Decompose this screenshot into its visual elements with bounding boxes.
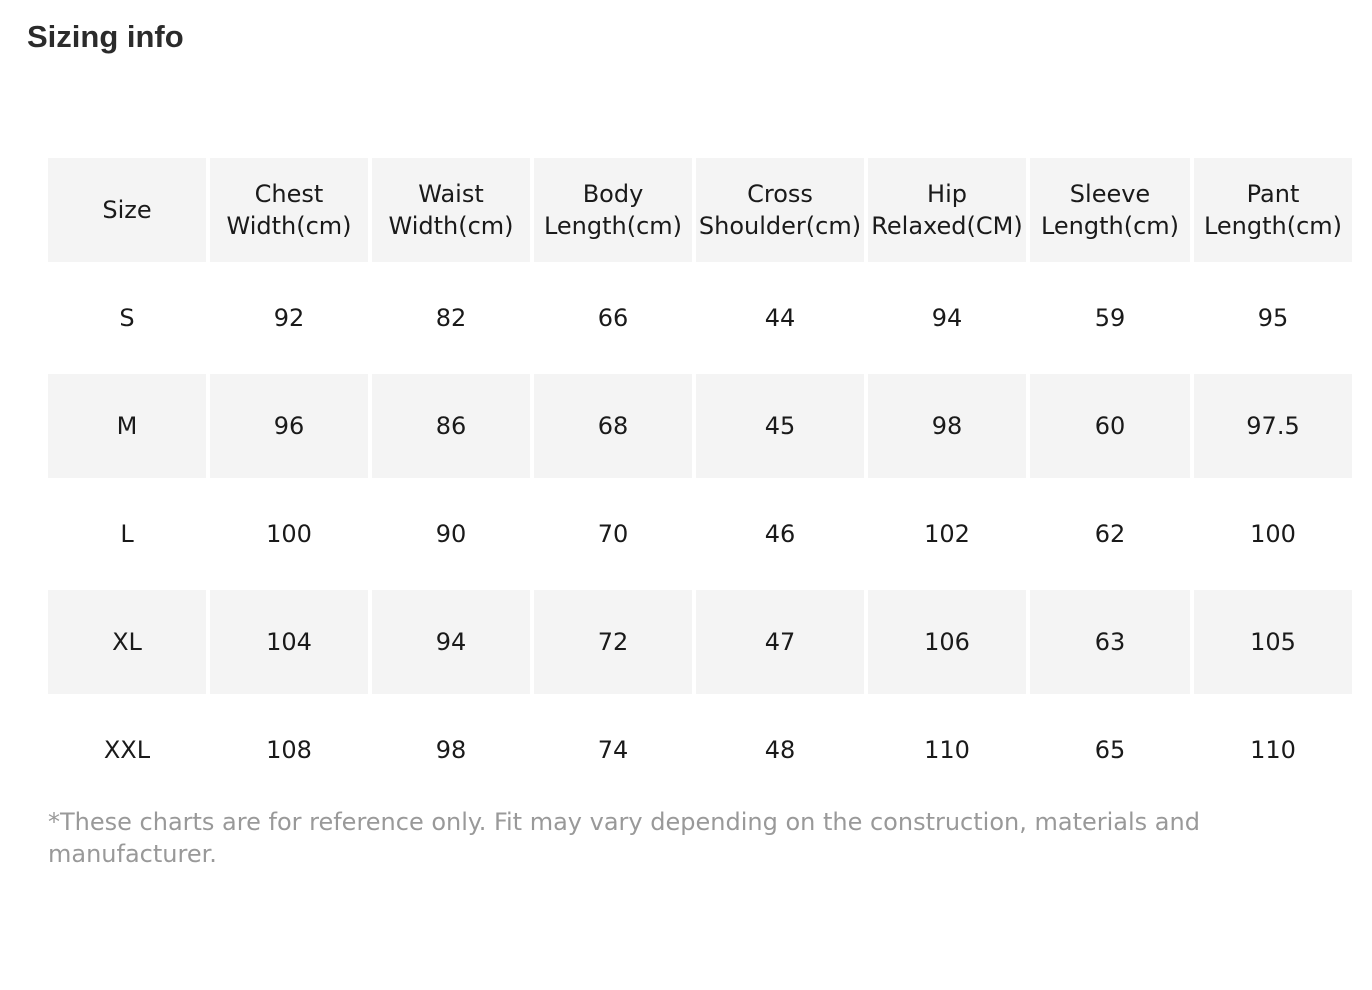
header-body-length-line-1: Body <box>582 180 644 208</box>
cell-chest-width: 108 <box>266 736 312 764</box>
table-header-row: Size Chest Width(cm) Waist Width(cm) Bod… <box>48 158 1352 262</box>
header-hip-relaxed: Hip Relaxed(CM) <box>868 158 1026 262</box>
cell-pant-length: 105 <box>1194 590 1352 694</box>
header-size: Size <box>48 158 206 262</box>
header-body-length: Body Length(cm) <box>534 158 692 262</box>
cell-sleeve-length: 63 <box>1030 590 1190 694</box>
header-sleeve-length-line-1: Sleeve <box>1069 180 1151 208</box>
header-cross-shoulder-line-2: Shoulder(cm) <box>698 212 862 240</box>
table-row: L 100 90 70 46 102 62 100 <box>48 482 1352 586</box>
size-chart-table: Size Chest Width(cm) Waist Width(cm) Bod… <box>44 154 1356 806</box>
cell-body-length: 74 <box>597 736 629 764</box>
cell-cross-shoulder: 45 <box>696 374 864 478</box>
cell-body-length: 70 <box>597 520 629 548</box>
cell-waist-width: 98 <box>435 736 467 764</box>
header-chest-width-line-1: Chest <box>254 180 324 208</box>
table-row: XL 104 94 72 47 106 63 105 <box>48 590 1352 694</box>
table-row: XXL 108 98 74 48 110 65 110 <box>48 698 1352 802</box>
header-chest-width: Chest Width(cm) <box>210 158 368 262</box>
cell-chest-width: 104 <box>210 590 368 694</box>
cell-chest-width: 92 <box>273 304 305 332</box>
header-cross-shoulder: Cross Shoulder(cm) <box>696 158 864 262</box>
cell-cross-shoulder: 47 <box>696 590 864 694</box>
header-waist-width: Waist Width(cm) <box>372 158 530 262</box>
cell-hip-relaxed: 102 <box>924 520 970 548</box>
cell-pant-length: 95 <box>1257 304 1289 332</box>
header-cross-shoulder-line-1: Cross <box>747 180 813 208</box>
cell-pant-length: 100 <box>1250 520 1296 548</box>
cell-pant-length: 97.5 <box>1194 374 1352 478</box>
table-row: S 92 82 66 44 94 59 95 <box>48 266 1352 370</box>
cell-sleeve-length: 62 <box>1094 520 1126 548</box>
reference-note: *These charts are for reference only. Fi… <box>48 808 1200 868</box>
header-waist-width-line-1: Waist <box>418 180 484 208</box>
header-sleeve-length-line-2: Length(cm) <box>1040 212 1180 240</box>
cell-waist-width: 82 <box>435 304 467 332</box>
cell-hip-relaxed: 94 <box>931 304 963 332</box>
cell-body-length: 66 <box>597 304 629 332</box>
header-hip-relaxed-line-1: Hip <box>927 180 967 208</box>
cell-waist-width: 94 <box>372 590 530 694</box>
cell-waist-width: 90 <box>435 520 467 548</box>
header-waist-width-line-2: Width(cm) <box>388 212 514 240</box>
cell-sleeve-length: 60 <box>1030 374 1190 478</box>
table-row: M 96 86 68 45 98 60 97.5 <box>48 374 1352 478</box>
cell-cross-shoulder: 48 <box>764 736 796 764</box>
header-pant-length-line-2: Length(cm) <box>1203 212 1343 240</box>
cell-body-length: 68 <box>534 374 692 478</box>
cell-waist-width: 86 <box>372 374 530 478</box>
header-chest-width-line-2: Width(cm) <box>226 212 352 240</box>
cell-sleeve-length: 59 <box>1094 304 1126 332</box>
header-hip-relaxed-line-2: Relaxed(CM) <box>871 212 1023 240</box>
page-title: Sizing info <box>27 19 184 54</box>
cell-body-length: 72 <box>534 590 692 694</box>
cell-hip-relaxed: 106 <box>868 590 1026 694</box>
header-sleeve-length: Sleeve Length(cm) <box>1030 158 1190 262</box>
cell-hip-relaxed: 110 <box>924 736 970 764</box>
header-body-length-line-2: Length(cm) <box>543 212 683 240</box>
cell-cross-shoulder: 44 <box>764 304 796 332</box>
header-pant-length: Pant Length(cm) <box>1194 158 1352 262</box>
cell-size: XXL <box>103 736 151 764</box>
cell-size: S <box>119 304 135 332</box>
cell-pant-length: 110 <box>1250 736 1296 764</box>
header-pant-length-line-1: Pant <box>1246 180 1300 208</box>
cell-size: L <box>120 520 134 548</box>
cell-hip-relaxed: 98 <box>868 374 1026 478</box>
cell-chest-width: 100 <box>266 520 312 548</box>
cell-sleeve-length: 65 <box>1094 736 1126 764</box>
cell-cross-shoulder: 46 <box>764 520 796 548</box>
header-size-line-1: Size <box>102 196 152 224</box>
cell-size: XL <box>48 590 206 694</box>
cell-size: M <box>48 374 206 478</box>
cell-chest-width: 96 <box>210 374 368 478</box>
